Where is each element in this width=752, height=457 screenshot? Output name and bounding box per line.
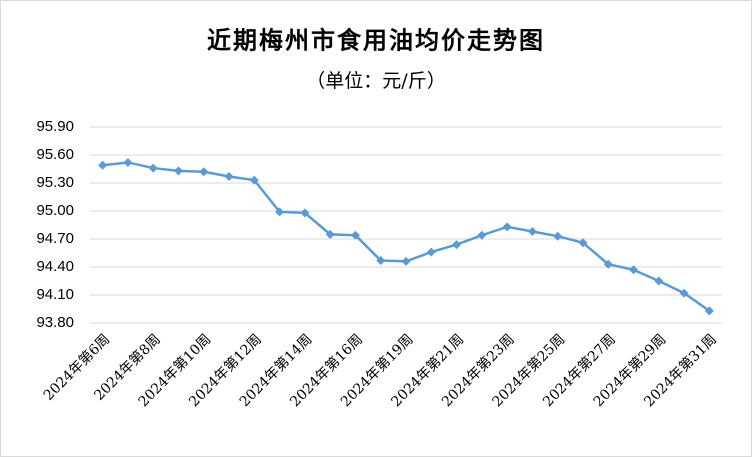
marker xyxy=(629,265,639,275)
marker xyxy=(553,231,563,241)
marker xyxy=(98,160,108,170)
marker xyxy=(300,208,310,218)
marker xyxy=(325,229,335,239)
y-tick-label: 93.80 xyxy=(36,314,74,331)
y-tick-label: 95.30 xyxy=(36,174,74,191)
y-tick-label: 95.90 xyxy=(36,118,74,135)
marker xyxy=(249,175,259,185)
marker xyxy=(401,256,411,266)
marker xyxy=(704,306,714,316)
marker xyxy=(477,230,487,240)
marker xyxy=(578,238,588,248)
marker xyxy=(527,227,537,237)
y-tick-label: 94.10 xyxy=(36,286,74,303)
marker xyxy=(224,171,234,181)
marker xyxy=(148,163,158,173)
marker xyxy=(173,166,183,176)
marker xyxy=(603,259,613,269)
marker xyxy=(654,276,664,286)
marker xyxy=(679,288,689,298)
marker xyxy=(502,222,512,232)
marker xyxy=(376,255,386,265)
y-tick-label: 95.00 xyxy=(36,202,74,219)
marker xyxy=(275,207,285,217)
marker xyxy=(350,230,360,240)
marker xyxy=(426,247,436,257)
y-tick-label: 95.60 xyxy=(36,146,74,163)
y-tick-label: 94.70 xyxy=(36,230,74,247)
marker xyxy=(199,167,209,177)
y-tick-label: 94.40 xyxy=(36,258,74,275)
chart-title: 近期梅州市食用油均价走势图 xyxy=(207,26,545,55)
marker xyxy=(452,240,462,250)
marker xyxy=(123,157,133,167)
chart-subtitle: （单位：元/斤） xyxy=(306,70,445,92)
